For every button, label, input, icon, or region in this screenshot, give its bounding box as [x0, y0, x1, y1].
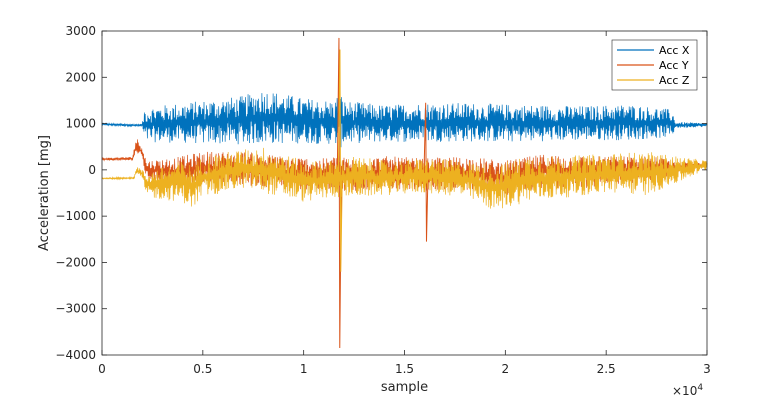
y-tick-label: −1000	[55, 209, 96, 223]
x-axis: 0 0.5 1 1.5 2 2.5 3	[98, 31, 711, 376]
x-tick-label: 0.5	[193, 362, 212, 376]
x-tick-label: 2	[502, 362, 510, 376]
x-axis-exponent-power: 4	[697, 383, 703, 393]
x-axis-exponent: ×104	[672, 383, 703, 398]
x-tick-label: 0	[98, 362, 106, 376]
y-tick-label: −3000	[55, 302, 96, 316]
x-axis-exponent-base: ×10	[672, 384, 697, 398]
series-line	[101, 147, 708, 209]
y-axis: −4000 −3000 −2000 −1000 0 1000 2000 3000	[55, 24, 707, 362]
legend-label: Acc Y	[659, 59, 689, 72]
series-spike	[337, 49, 343, 272]
series-line	[101, 93, 708, 148]
x-axis-label: sample	[381, 380, 428, 395]
y-tick-label: −4000	[55, 348, 96, 362]
x-tick-label: 1	[300, 362, 308, 376]
legend-label: Acc Z	[659, 74, 690, 87]
legend-label: Acc X	[659, 44, 690, 57]
y-tick-label: 0	[88, 163, 96, 177]
x-tick-label: 2.5	[597, 362, 616, 376]
x-tick-label: 3	[703, 362, 711, 376]
series-layer	[101, 37, 708, 349]
series-acc-z	[101, 49, 708, 272]
y-tick-label: −2000	[55, 255, 96, 269]
x-tick-label: 1.5	[395, 362, 414, 376]
legend: Acc X Acc Y Acc Z	[611, 39, 698, 91]
y-axis-label: Acceleration [mg]	[37, 135, 52, 251]
y-tick-label: 2000	[65, 70, 96, 84]
legend-box	[611, 39, 698, 91]
y-tick-label: 1000	[65, 117, 96, 131]
y-tick-label: 3000	[65, 24, 96, 38]
series-acc-x	[101, 93, 708, 148]
